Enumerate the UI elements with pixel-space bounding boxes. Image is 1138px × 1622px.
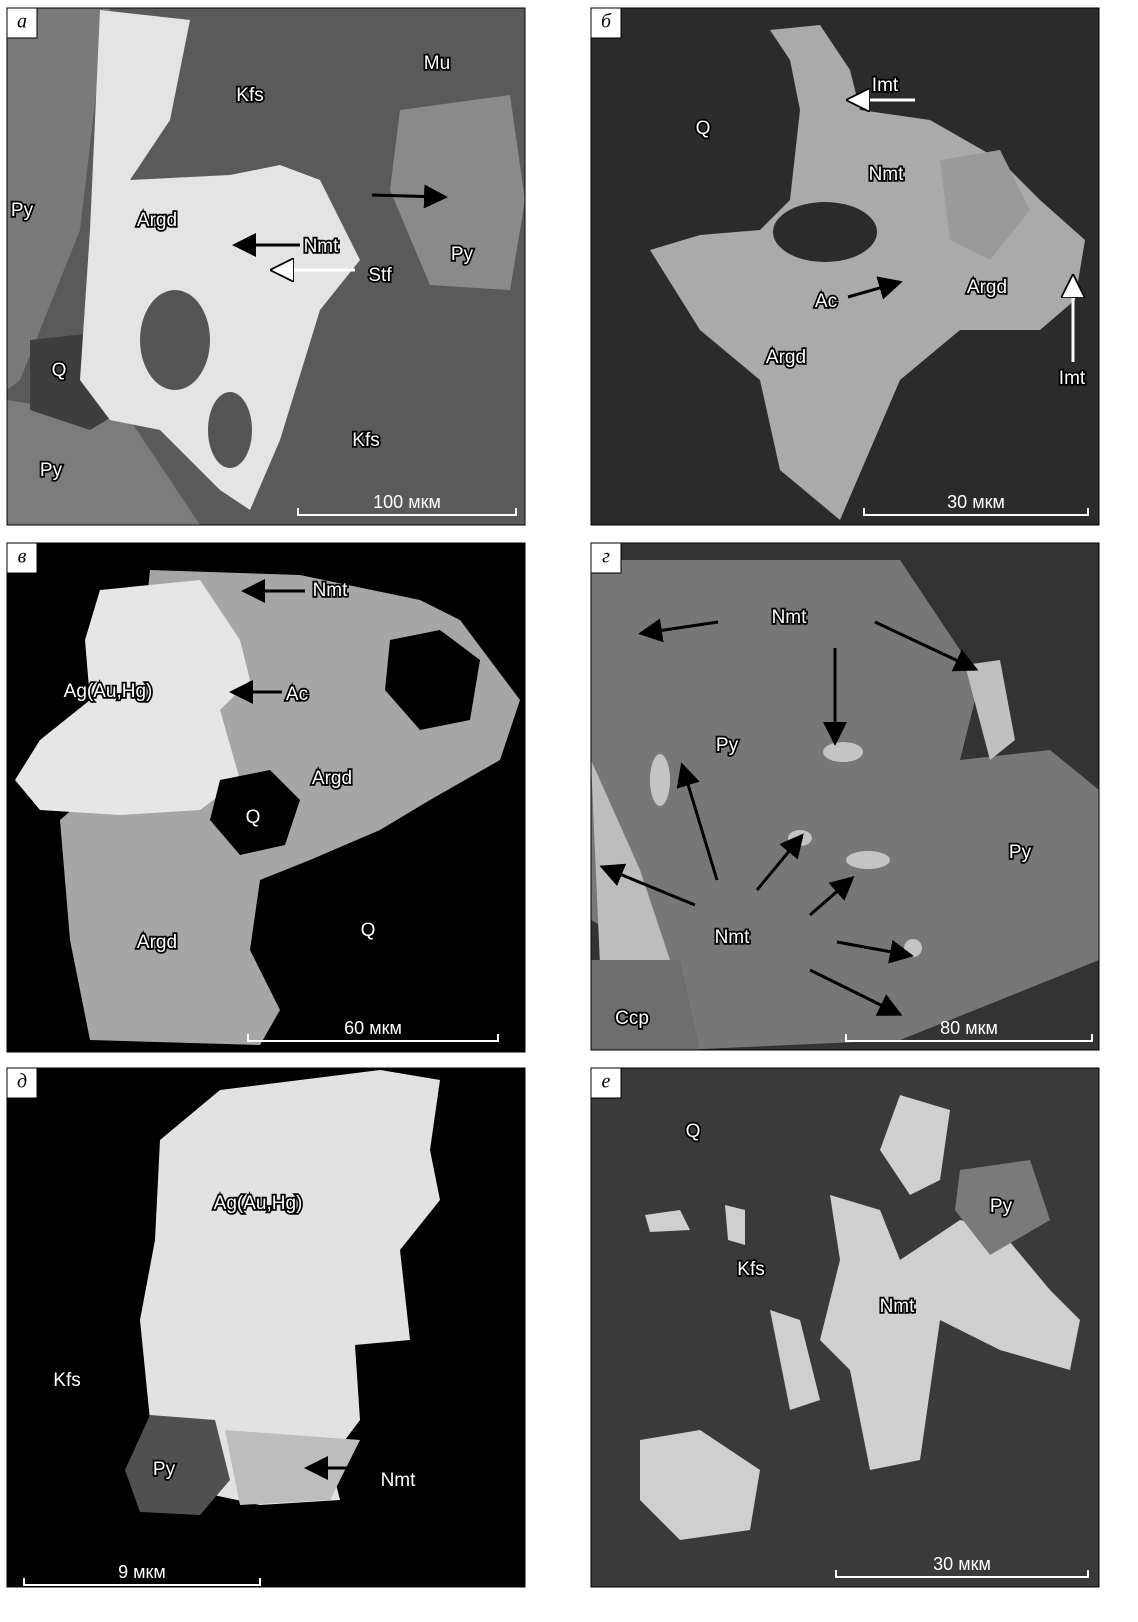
figure: а Kfs Mu Py Argd Nmt Stf Py Q Py Kfs 100 мкм б Imt Q Nm…	[0, 0, 1138, 1622]
mineral-label: Py	[451, 244, 474, 265]
scale-bar-label: 100 мкм	[373, 492, 441, 512]
mineral-label: Nmt	[313, 580, 349, 601]
mineral-label: Argd	[967, 277, 1007, 298]
mineral-label: Q	[361, 920, 376, 941]
panel-letter: г	[602, 546, 610, 568]
mineral-label: Argd	[137, 210, 177, 231]
scale-bar-label: 60 мкм	[344, 1018, 402, 1038]
mineral-label: Q	[696, 118, 711, 139]
mineral-label: Argd	[312, 768, 352, 789]
arrow	[372, 195, 442, 197]
mineral-label: Argd	[766, 347, 806, 368]
panel-letter: д	[17, 1071, 27, 1093]
scale-bar-label: 9 мкм	[118, 1562, 166, 1582]
scale-bar-label: 30 мкм	[933, 1554, 991, 1574]
panel-letter: а	[17, 11, 27, 33]
mineral-label: Ac	[815, 291, 837, 312]
mineral-label: Nmt	[880, 1296, 916, 1317]
mineral-label: Stf	[368, 265, 392, 286]
mineral-label: Py	[716, 735, 739, 756]
panel-d-image	[7, 1068, 525, 1587]
mineral-label: Nmt	[304, 236, 340, 257]
mineral-label: Nmt	[869, 164, 905, 185]
mineral-label: Kfs	[236, 85, 263, 106]
mineral-label: Ag(Au,Hg)	[64, 681, 153, 702]
scale-bar-label: 80 мкм	[940, 1018, 998, 1038]
mineral-label: Py	[40, 460, 63, 481]
panel-v-image	[7, 543, 525, 1052]
panel-a-image	[7, 8, 525, 525]
panel-letter: е	[602, 1071, 611, 1093]
mineral-label: Ag(Au,Hg)	[214, 1193, 303, 1214]
mineral-label: Py	[153, 1459, 176, 1480]
mineral-label: Nmt	[715, 927, 751, 948]
mineral-label: Q	[246, 807, 261, 828]
mineral-label: Imt	[1059, 368, 1086, 389]
mineral-label: Q	[52, 360, 67, 381]
mineral-label: Mu	[424, 53, 450, 74]
mineral-label: Kfs	[53, 1370, 80, 1391]
panel-letter: в	[18, 546, 27, 568]
mineral-label: Argd	[137, 932, 177, 953]
mineral-label: Ccp	[615, 1008, 649, 1029]
panel-g-image	[591, 543, 1099, 1050]
scale-bar-label: 30 мкм	[947, 492, 1005, 512]
mineral-label: Nmt	[381, 1470, 417, 1491]
panel-letter: б	[601, 11, 612, 33]
mineral-label: Kfs	[352, 430, 379, 451]
mineral-label: Ac	[286, 684, 308, 705]
mineral-label: Kfs	[737, 1259, 764, 1280]
panel-e-image	[591, 1068, 1099, 1587]
mineral-label: Nmt	[772, 607, 808, 628]
mineral-label: Q	[686, 1121, 701, 1142]
mineral-label: Py	[11, 200, 34, 221]
mineral-label: Imt	[872, 75, 899, 96]
mineral-label: Py	[990, 1196, 1013, 1217]
mineral-label: Py	[1009, 842, 1032, 863]
panel-b-image	[591, 8, 1099, 525]
